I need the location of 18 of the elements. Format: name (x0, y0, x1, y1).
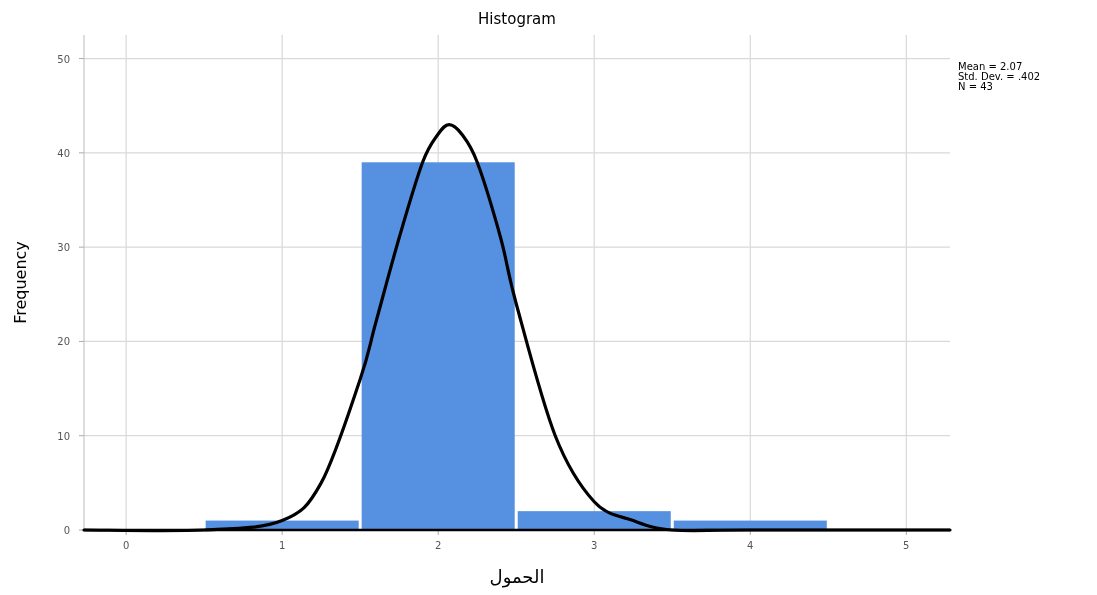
y-tick-label: 10 (57, 430, 70, 442)
text: Mean = 2.07 (958, 61, 1023, 72)
x-tick-label: 0 (122, 540, 130, 551)
y-tick-label: 40 (57, 147, 70, 159)
x-tick-label: 3 (591, 540, 598, 551)
text: Std. Dev. = .402 (958, 71, 1041, 82)
x-axis-title: الحمول (489, 566, 545, 588)
x-tick-label: 2 (435, 540, 442, 551)
text: N = 43 (958, 81, 993, 92)
x-tick-label: 5 (903, 540, 910, 551)
y-tick-label: 50 (57, 53, 70, 65)
y-tick-label: 30 (57, 242, 70, 254)
x-tick-label: 4 (747, 540, 754, 551)
y-tick-label: 20 (57, 336, 70, 348)
y-tick-label: 0 (63, 525, 70, 536)
chart-title: Histogram (478, 10, 556, 28)
y-axis-title: Frequency (11, 241, 30, 324)
x-tick-label: 1 (278, 540, 286, 551)
